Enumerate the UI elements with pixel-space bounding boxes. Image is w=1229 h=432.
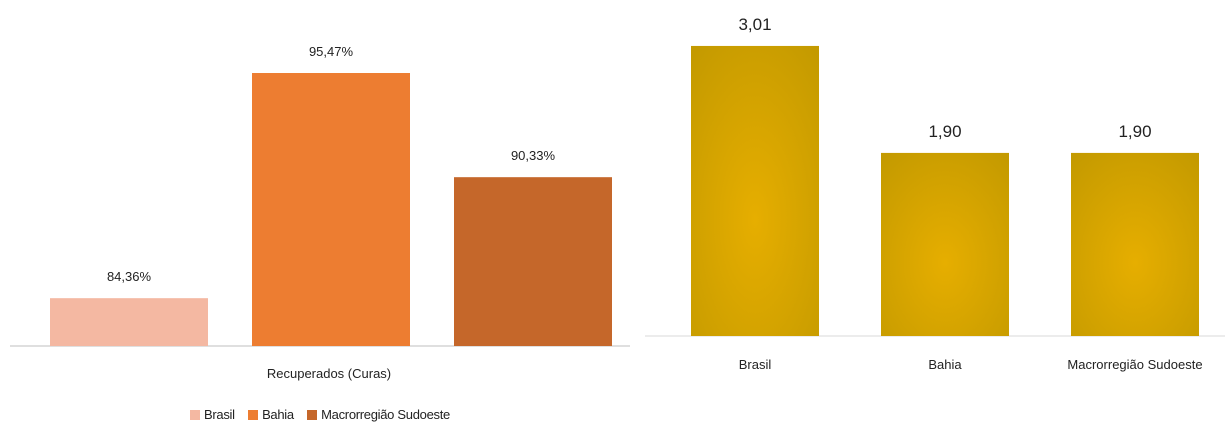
legend-item-brasil: Brasil — [190, 407, 235, 422]
bar-brasil — [691, 45, 819, 336]
data-label-macrorregiao-sudoeste: 1,90 — [1118, 122, 1151, 141]
legend-item-bahia: Bahia — [248, 407, 294, 422]
bar-bahia — [252, 73, 410, 347]
legend-swatch-macrorregiao — [307, 410, 318, 421]
bar-bahia — [881, 152, 1009, 336]
recovered-chart-plot: Recuperados (Curas) 84,36% 95,47% 90,33% — [10, 44, 630, 381]
bar-macrorregiao-sudoeste — [454, 177, 612, 346]
bar-macrorregiao-sudoeste — [1071, 152, 1199, 336]
legend-label-macrorregiao: Macrorregião Sudoeste — [321, 407, 450, 423]
category-label-macrorregiao-sudoeste: Macrorregião Sudoeste — [1067, 357, 1202, 372]
data-label-brasil: 3,01 — [738, 15, 771, 34]
legend-label-bahia: Bahia — [262, 407, 294, 423]
legend-item-macrorregiao: Macrorregião Sudoeste — [307, 407, 450, 422]
bar-brasil — [50, 298, 208, 346]
data-label-bahia: 95,47% — [309, 44, 354, 59]
legend-label-brasil: Brasil — [204, 407, 235, 423]
legend-swatch-bahia — [248, 410, 259, 421]
category-label-brasil: Brasil — [739, 357, 772, 372]
ratio-chart: 3,01 Brasil 1,90 Bahia 1,90 Macrorregião Sudo… — [640, 0, 1229, 427]
data-label-brasil: 84,36% — [107, 269, 152, 284]
category-label-bahia: Bahia — [928, 357, 962, 372]
recovered-chart: Recuperados (Curas) 84,36% 95,47% 90,33% B… — [0, 44, 640, 422]
data-label-bahia: 1,90 — [928, 122, 961, 141]
ratio-chart-plot: 3,01 Brasil 1,90 Bahia 1,90 Macrorregião Sudo… — [645, 15, 1225, 372]
legend-swatch-brasil — [190, 410, 201, 421]
data-label-macrorregiao-sudoeste: 90,33% — [511, 148, 556, 163]
recovered-legend: Brasil Bahia Macrorregião Sudoeste — [0, 406, 640, 422]
recovered-x-axis-label: Recuperados (Curas) — [267, 366, 391, 381]
